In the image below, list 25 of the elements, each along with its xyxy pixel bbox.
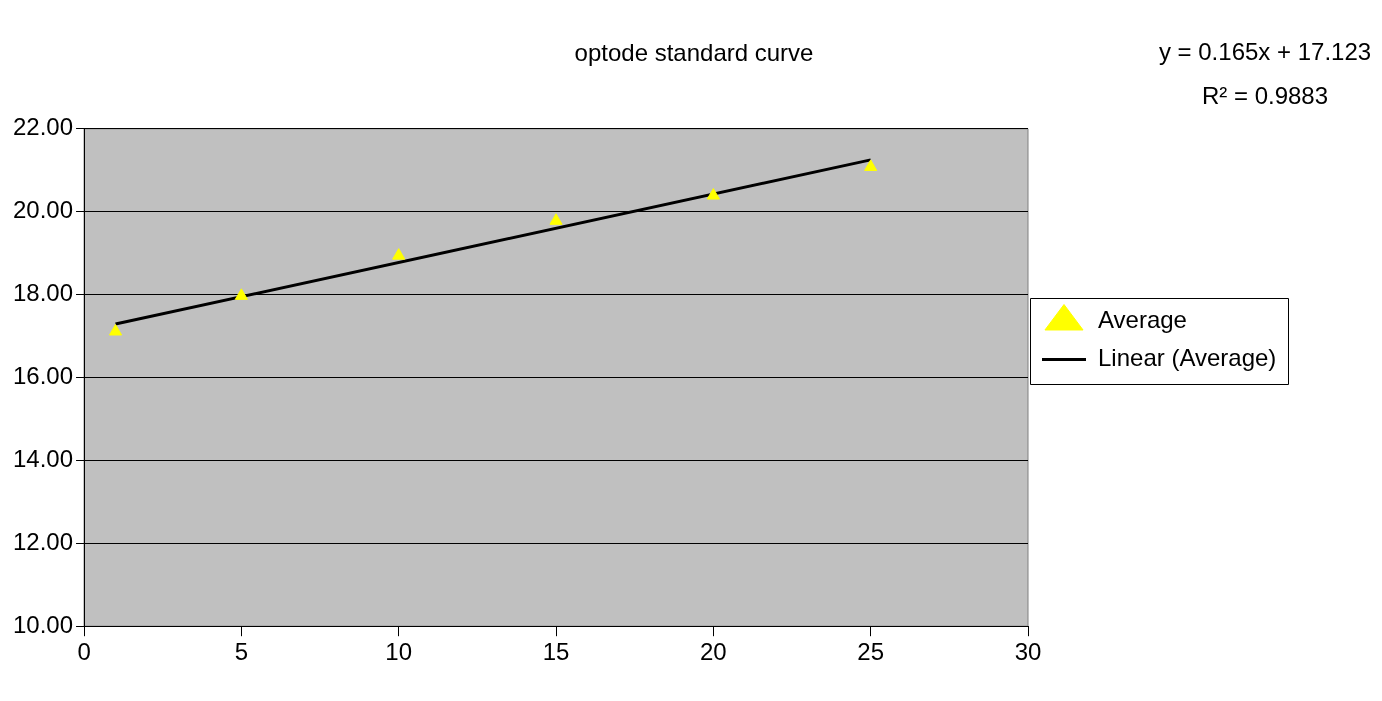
point — [108, 323, 123, 336]
x-tick-label: 20 — [700, 638, 727, 666]
x-tick-label: 25 — [857, 638, 885, 666]
chart-title: optode standard curve — [574, 39, 814, 67]
y-tick-label: 16.00 — [13, 362, 74, 390]
y-tick-label: 14.00 — [13, 445, 74, 473]
x-tick-label: 15 — [542, 638, 570, 666]
point — [864, 159, 878, 171]
x-tick-label: 10 — [385, 638, 413, 666]
legend-label: Linear (Average) — [1098, 344, 1277, 372]
text: R² = 0.9883 — [1201, 82, 1329, 109]
point — [706, 188, 720, 200]
point — [549, 213, 563, 225]
point — [234, 288, 248, 300]
y-tick-label: 10.00 — [13, 610, 74, 638]
x-tick-label: 30 — [1014, 638, 1042, 666]
x-tick-label: 0 — [77, 638, 91, 666]
text: y = 0.165x + 17.123 — [1158, 38, 1372, 65]
point — [392, 248, 406, 260]
x-tick-label: 5 — [234, 638, 249, 666]
y-tick-label: 22.00 — [13, 113, 74, 141]
y-tick-label: 12.00 — [13, 527, 74, 555]
legend-label: Average — [1098, 306, 1187, 334]
y-tick-label: 18.00 — [13, 279, 74, 307]
y-tick-label: 20.00 — [13, 196, 74, 224]
